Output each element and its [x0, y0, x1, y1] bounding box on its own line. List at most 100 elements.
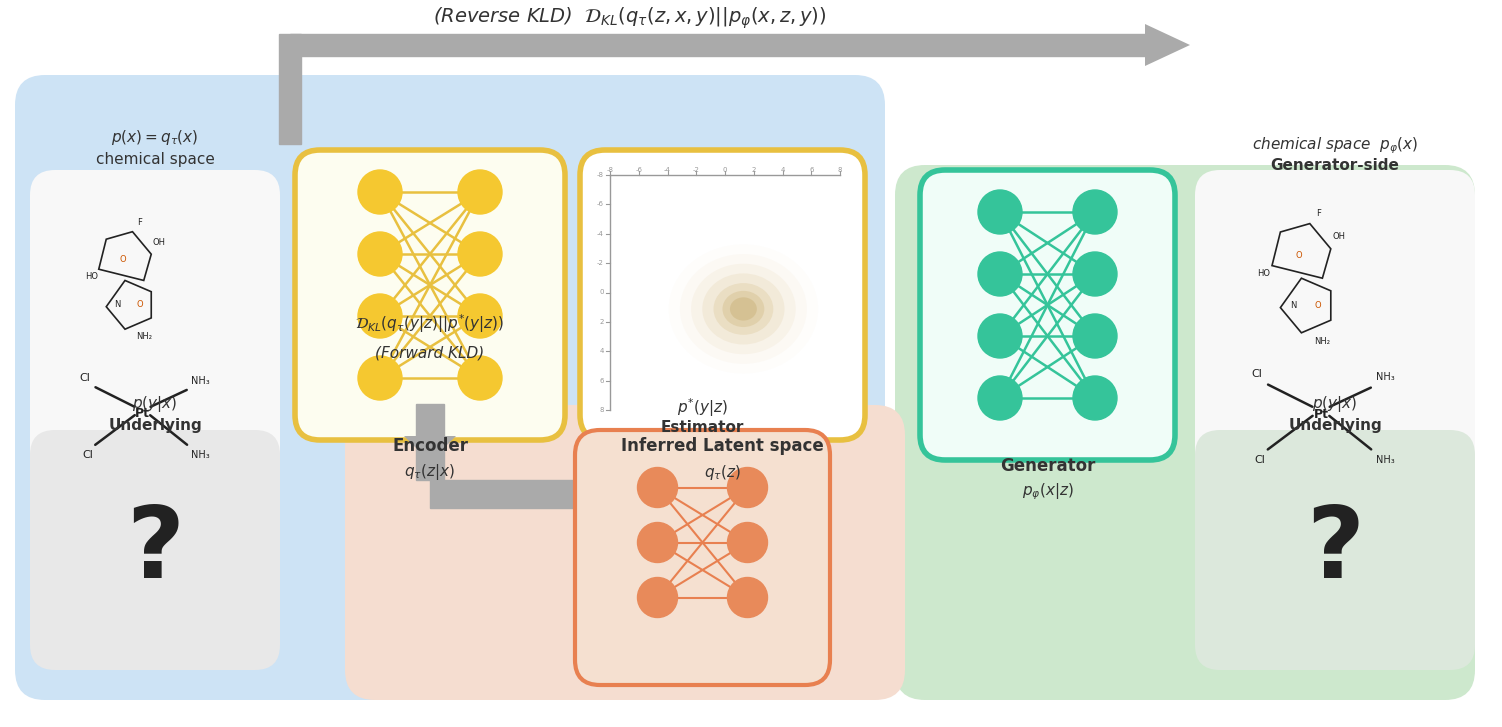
- Text: Pt: Pt: [1314, 408, 1328, 421]
- Text: NH₃: NH₃: [1376, 455, 1395, 465]
- Circle shape: [458, 232, 502, 276]
- Text: $p(x) = q_{\tau}(x)$: $p(x) = q_{\tau}(x)$: [111, 128, 198, 147]
- Text: $p(y|x)$: $p(y|x)$: [1313, 394, 1358, 414]
- Text: Encoder: Encoder: [392, 437, 469, 455]
- Text: 8: 8: [838, 167, 843, 173]
- FancyArrow shape: [404, 410, 457, 462]
- Text: 6: 6: [599, 377, 604, 384]
- Text: -2: -2: [598, 260, 604, 266]
- Circle shape: [727, 577, 768, 617]
- FancyArrow shape: [1145, 24, 1190, 66]
- FancyBboxPatch shape: [921, 170, 1175, 460]
- Circle shape: [727, 523, 768, 563]
- Text: 0: 0: [722, 167, 727, 173]
- Text: -6: -6: [596, 201, 604, 207]
- Ellipse shape: [680, 254, 807, 364]
- Text: $q_{\tau}(z|x)$: $q_{\tau}(z|x)$: [404, 462, 455, 482]
- Bar: [610, 175, 840, 410]
- Text: Pt: Pt: [135, 407, 150, 420]
- Text: Generator: Generator: [1000, 457, 1095, 475]
- Text: F: F: [1316, 209, 1320, 217]
- Ellipse shape: [713, 283, 774, 335]
- Text: Generator-side: Generator-side: [1271, 158, 1400, 173]
- Text: 2: 2: [751, 167, 756, 173]
- FancyBboxPatch shape: [895, 165, 1475, 700]
- Text: OH: OH: [152, 238, 165, 247]
- Text: Underlying: Underlying: [1289, 418, 1382, 433]
- Circle shape: [458, 356, 502, 400]
- Text: 8: 8: [599, 407, 604, 413]
- Text: ?: ?: [1307, 502, 1364, 598]
- Text: 2: 2: [599, 319, 604, 325]
- Circle shape: [357, 232, 403, 276]
- Text: chemical space: chemical space: [96, 152, 215, 167]
- FancyBboxPatch shape: [1196, 430, 1475, 670]
- Text: (Reverse KLD)  $\mathcal{D}_{KL}(q_{\tau}(z,x,y)||p_{\varphi}(x,z,y))$: (Reverse KLD) $\mathcal{D}_{KL}(q_{\tau}…: [433, 5, 826, 31]
- Circle shape: [978, 376, 1021, 420]
- Text: N: N: [1290, 301, 1296, 310]
- Text: F: F: [138, 218, 143, 227]
- Circle shape: [458, 294, 502, 338]
- Text: -8: -8: [607, 167, 613, 173]
- Bar: [290, 34, 1151, 56]
- Text: HO: HO: [84, 272, 98, 281]
- Ellipse shape: [691, 264, 796, 354]
- Circle shape: [637, 467, 677, 507]
- FancyBboxPatch shape: [575, 430, 831, 685]
- Text: NH₂: NH₂: [1314, 337, 1331, 346]
- Ellipse shape: [722, 291, 765, 327]
- Bar: [416, 404, 445, 480]
- FancyBboxPatch shape: [345, 405, 906, 700]
- Circle shape: [978, 252, 1021, 296]
- FancyBboxPatch shape: [580, 150, 865, 440]
- Text: -4: -4: [598, 230, 604, 237]
- FancyBboxPatch shape: [294, 150, 565, 440]
- Circle shape: [357, 356, 403, 400]
- Circle shape: [637, 523, 677, 563]
- Circle shape: [978, 314, 1021, 358]
- Text: N: N: [114, 300, 120, 309]
- Text: -4: -4: [664, 167, 671, 173]
- Text: Inferred Latent space: Inferred Latent space: [622, 437, 825, 455]
- Text: Cl: Cl: [80, 373, 90, 382]
- Circle shape: [1072, 314, 1117, 358]
- Text: -6: -6: [635, 167, 643, 173]
- Text: NH₃: NH₃: [191, 376, 210, 385]
- Circle shape: [1072, 252, 1117, 296]
- Text: Cl: Cl: [1254, 455, 1265, 465]
- Text: O: O: [1314, 301, 1322, 310]
- Text: Cl: Cl: [83, 450, 93, 459]
- FancyBboxPatch shape: [15, 75, 885, 700]
- Text: $p^{*}(y|z)$: $p^{*}(y|z)$: [677, 396, 728, 419]
- FancyBboxPatch shape: [30, 430, 279, 670]
- Text: 0: 0: [599, 289, 604, 295]
- Ellipse shape: [703, 273, 784, 345]
- Text: NH₃: NH₃: [191, 450, 210, 459]
- Circle shape: [637, 577, 677, 617]
- Circle shape: [357, 170, 403, 214]
- Ellipse shape: [730, 297, 757, 321]
- Text: ?: ?: [126, 502, 185, 598]
- Text: $\mathcal{D}_{KL}(q_{\tau}(y|z)||p^{*}(y|z))$: $\mathcal{D}_{KL}(q_{\tau}(y|z)||p^{*}(y…: [356, 313, 505, 335]
- Circle shape: [978, 190, 1021, 234]
- Text: -8: -8: [596, 172, 604, 178]
- FancyBboxPatch shape: [30, 170, 279, 510]
- Text: O: O: [1296, 251, 1302, 260]
- Circle shape: [1072, 190, 1117, 234]
- Text: $q_{\tau}(z)$: $q_{\tau}(z)$: [704, 463, 740, 482]
- Text: NH₃: NH₃: [1376, 372, 1395, 382]
- Text: -2: -2: [692, 167, 700, 173]
- Text: HO: HO: [1257, 270, 1271, 278]
- Text: Underlying: Underlying: [108, 418, 201, 433]
- Text: (Forward KLD): (Forward KLD): [376, 345, 485, 360]
- Text: NH₂: NH₂: [135, 332, 152, 341]
- Text: O: O: [120, 255, 126, 265]
- Circle shape: [727, 467, 768, 507]
- Text: $p(y|x)$: $p(y|x)$: [132, 394, 177, 414]
- Text: O: O: [137, 300, 143, 309]
- Bar: [279, 34, 300, 144]
- Text: 4: 4: [599, 348, 604, 354]
- Circle shape: [357, 294, 403, 338]
- Text: $p_{\varphi}(x|z)$: $p_{\varphi}(x|z)$: [1021, 481, 1074, 502]
- Text: Estimator: Estimator: [661, 420, 743, 435]
